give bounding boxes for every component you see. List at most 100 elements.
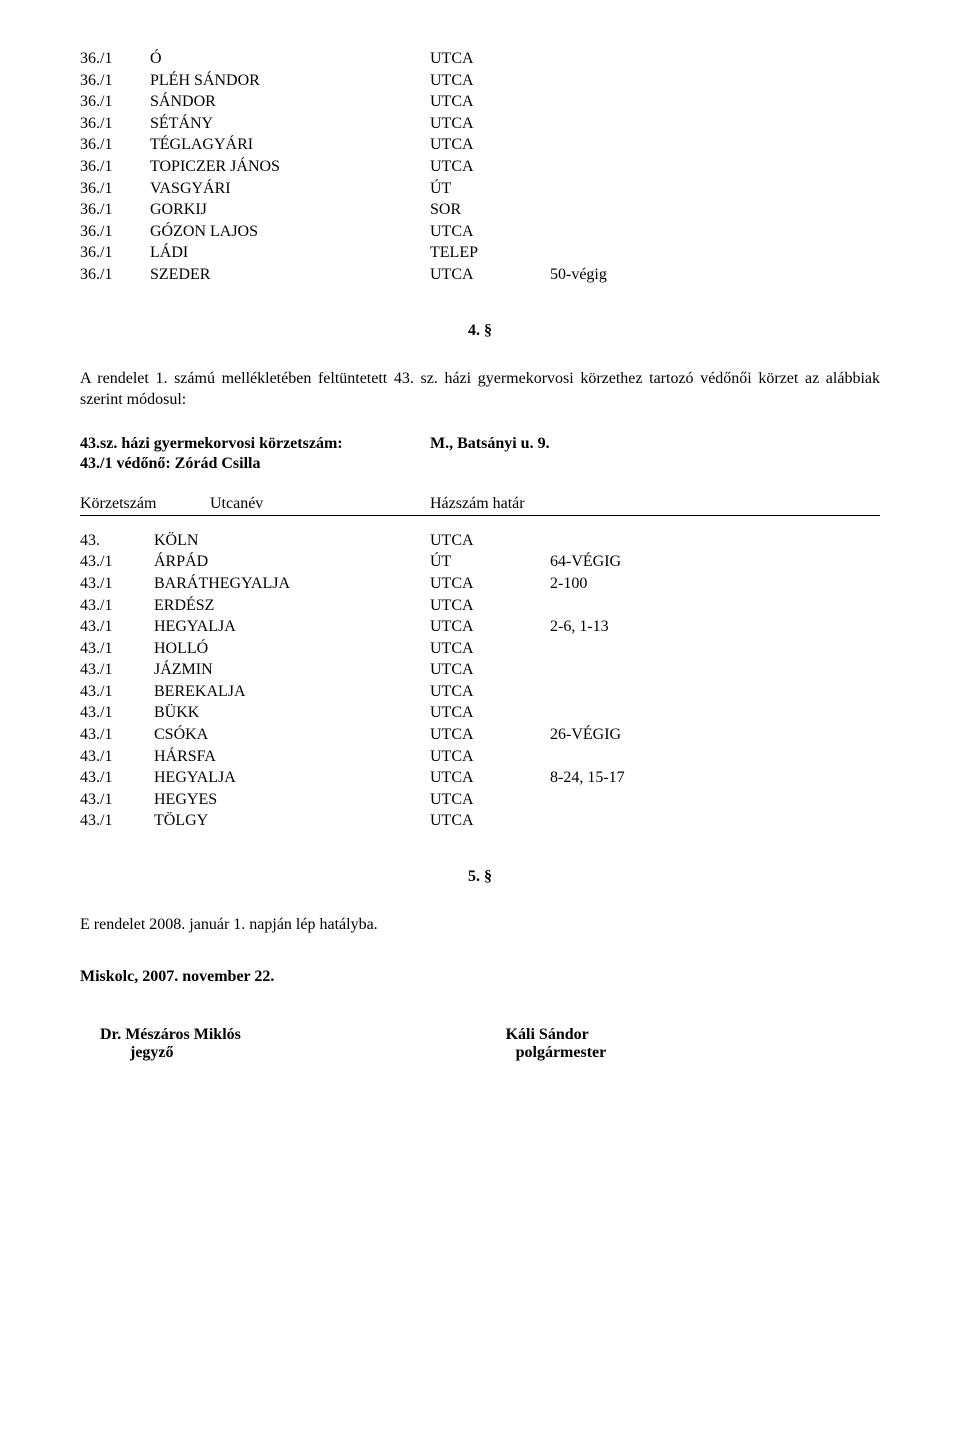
cell-range	[550, 221, 880, 243]
cell-code: 36./1	[80, 242, 150, 264]
cell-name: PLÉH SÁNDOR	[150, 70, 430, 92]
cell-range	[550, 156, 880, 178]
table-header: Körzetszám Utcanév Házszám határ	[80, 495, 880, 513]
table-row: 43./1 HEGYESUTCA	[80, 789, 880, 811]
cell-code: 36./1	[80, 70, 150, 92]
table-row: 43./1 HOLLÓUTCA	[80, 638, 880, 660]
cell-range: 2-100	[550, 573, 880, 595]
cell-range	[550, 199, 880, 221]
signer-right-title: polgármester	[506, 1044, 880, 1062]
cell-name: SÁNDOR	[150, 91, 430, 113]
cell-code: 43./1	[80, 573, 150, 595]
table-row: 36./1VASGYÁRIÚT	[80, 178, 880, 200]
cell-name: CSÓKA	[150, 724, 430, 746]
cell-range	[550, 702, 880, 724]
cell-name: HÁRSFA	[150, 746, 430, 768]
cell-name: TOPICZER JÁNOS	[150, 156, 430, 178]
table-top: 36./1ÓUTCA36./1PLÉH SÁNDORUTCA36./1SÁNDO…	[80, 48, 880, 286]
cell-range	[550, 595, 880, 617]
cell-type: UTCA	[430, 134, 550, 156]
table-row: 36./1SÉTÁNYUTCA	[80, 113, 880, 135]
table-row: 43./1 BEREKALJAUTCA	[80, 681, 880, 703]
cell-name: BARÁTHEGYALJA	[150, 573, 430, 595]
table-row: 43./1 ERDÉSZUTCA	[80, 595, 880, 617]
cell-code: 43./1	[80, 681, 150, 703]
table-row: 43./1 BÜKKUTCA	[80, 702, 880, 724]
cell-range	[550, 113, 880, 135]
cell-name: SÉTÁNY	[150, 113, 430, 135]
cell-range	[550, 810, 880, 832]
table-row: 36./1GÓZON LAJOSUTCA	[80, 221, 880, 243]
cell-name: HOLLÓ	[150, 638, 430, 660]
cell-name: SZEDER	[150, 264, 430, 286]
cell-code: 43./1	[80, 810, 150, 832]
district-title-line: 43.sz. házi gyermekorvosi körzetszám: M.…	[80, 435, 880, 453]
cell-type: UTCA	[430, 746, 550, 768]
cell-code: 36./1	[80, 221, 150, 243]
cell-type: UTCA	[430, 113, 550, 135]
cell-code: 43./1	[80, 767, 150, 789]
cell-code: 36./1	[80, 113, 150, 135]
table-row: 43./1 ÁRPÁDÚT64-VÉGIG	[80, 551, 880, 573]
cell-type: UTCA	[430, 681, 550, 703]
cell-type: UTCA	[430, 616, 550, 638]
cell-code: 36./1	[80, 199, 150, 221]
district-address: M., Batsányi u. 9.	[430, 435, 880, 453]
cell-type: UTCA	[430, 595, 550, 617]
col-header-hazszam: Házszám határ	[430, 495, 880, 513]
cell-code: 36./1	[80, 134, 150, 156]
district-label: 43.sz. házi gyermekorvosi körzetszám:	[80, 435, 430, 453]
cell-type: UTCA	[430, 789, 550, 811]
cell-code: 43./1	[80, 702, 150, 724]
signer-left-title: jegyző	[100, 1044, 506, 1062]
table-row: 36./1SZEDERUTCA50-végig	[80, 264, 880, 286]
cell-type: UTCA	[430, 530, 550, 552]
table-row: 43./1 JÁZMINUTCA	[80, 659, 880, 681]
cell-code: 36./1	[80, 48, 150, 70]
cell-name: TÉGLAGYÁRI	[150, 134, 430, 156]
cell-type: UTCA	[430, 573, 550, 595]
cell-range	[550, 530, 880, 552]
cell-range: 26-VÉGIG	[550, 724, 880, 746]
table-row: 43./1 HÁRSFAUTCA	[80, 746, 880, 768]
cell-range: 2-6, 1-13	[550, 616, 880, 638]
cell-type: ÚT	[430, 178, 550, 200]
cell-name: BEREKALJA	[150, 681, 430, 703]
cell-name: ERDÉSZ	[150, 595, 430, 617]
cell-name: JÁZMIN	[150, 659, 430, 681]
cell-name: VASGYÁRI	[150, 178, 430, 200]
cell-range	[550, 134, 880, 156]
cell-range: 50-végig	[550, 264, 880, 286]
cell-range	[550, 789, 880, 811]
table-row: 43./1 HEGYALJAUTCA 8-24, 15-17	[80, 767, 880, 789]
city-date: Miskolc, 2007. november 22.	[80, 968, 880, 986]
cell-code: 43./1	[80, 789, 150, 811]
cell-name: Ó	[150, 48, 430, 70]
signature-block: Dr. Mészáros Miklós jegyző Káli Sándor p…	[80, 1026, 880, 1062]
table-row: 36./1SÁNDORUTCA	[80, 91, 880, 113]
cell-range: 8-24, 15-17	[550, 767, 880, 789]
cell-name: BÜKK	[150, 702, 430, 724]
section-5-heading: 5. §	[80, 868, 880, 886]
cell-type: UTCA	[430, 91, 550, 113]
cell-code: 43./1	[80, 551, 150, 573]
cell-name: KÖLN	[150, 530, 430, 552]
cell-type: UTCA	[430, 659, 550, 681]
cell-name: GÓZON LAJOS	[150, 221, 430, 243]
table-header-rule	[80, 515, 880, 516]
cell-name: TÖLGY	[150, 810, 430, 832]
table-row: 43./1 BARÁTHEGYALJAUTCA2-100	[80, 573, 880, 595]
cell-type: UTCA	[430, 221, 550, 243]
signature-left: Dr. Mészáros Miklós jegyző	[80, 1026, 506, 1062]
signer-left-name: Dr. Mészáros Miklós	[100, 1026, 506, 1044]
cell-name: GORKIJ	[150, 199, 430, 221]
cell-range	[550, 681, 880, 703]
cell-range	[550, 91, 880, 113]
cell-code: 43./1	[80, 595, 150, 617]
cell-code: 43./1	[80, 616, 150, 638]
cell-code: 43./1	[80, 659, 150, 681]
cell-range	[550, 48, 880, 70]
table-row: 36./1TOPICZER JÁNOSUTCA	[80, 156, 880, 178]
table-row: 36./1ÓUTCA	[80, 48, 880, 70]
table-row: 43./1 HEGYALJAUTCA2-6, 1-13	[80, 616, 880, 638]
